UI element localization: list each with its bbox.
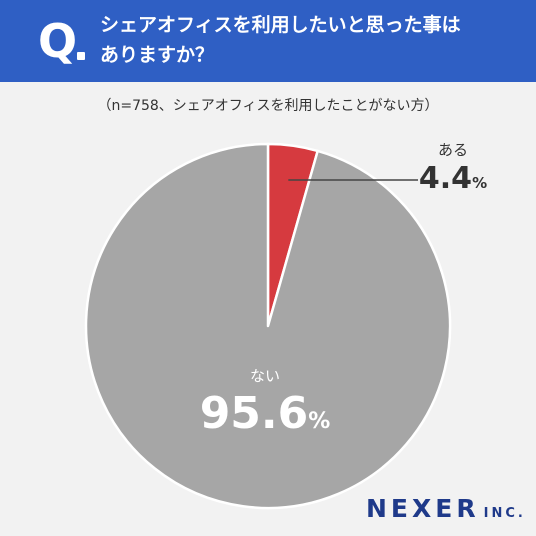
value-number-nai: 95.6 (199, 388, 309, 439)
value-label-nai: 95.6% (180, 392, 350, 436)
percent-sign-nai: % (308, 409, 331, 434)
value-number-aru: 4.4 (418, 161, 473, 196)
question-text: シェアオフィスを利用したいと思った事は ありますか？ (100, 10, 520, 70)
logo-suffix: INC. (483, 506, 526, 521)
percent-sign-aru: % (472, 174, 488, 192)
slice-nai (84, 142, 452, 510)
logo-main: NEXER (366, 494, 480, 523)
category-label-aru: ある (437, 141, 468, 159)
question-line-2: ありますか？ (100, 44, 215, 66)
sample-note: （n=758、シェアオフィスを利用したことがない方） (97, 98, 439, 114)
question-header: Q シェアオフィスを利用したいと思った事は ありますか？ (0, 0, 536, 82)
nexer-logo: NEXER INC. (366, 494, 526, 523)
slice-label-nai: ない 95.6% (180, 366, 350, 436)
question-line-1: シェアオフィスを利用したいと思った事は (100, 14, 461, 36)
question-mark: Q (38, 14, 78, 68)
value-label-aru: 4.4% (408, 164, 498, 194)
slice-label-aru: ある 4.4% (408, 140, 498, 194)
question-dot (77, 52, 85, 60)
category-label-nai: ない (249, 367, 280, 385)
